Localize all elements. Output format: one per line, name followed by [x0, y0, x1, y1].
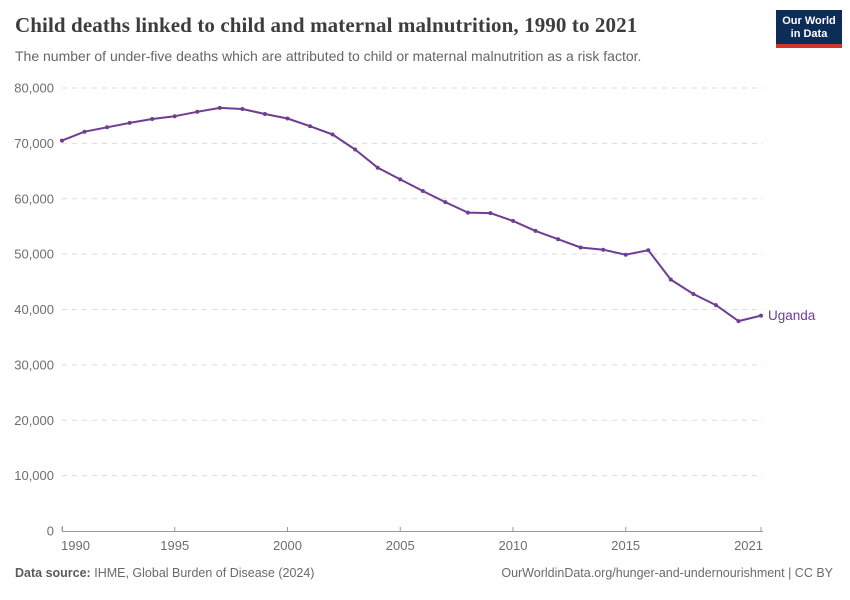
data-point-1991	[82, 129, 87, 134]
data-point-2004	[375, 165, 380, 170]
data-point-2016	[646, 248, 651, 253]
data-point-1992	[105, 125, 110, 130]
series-label-uganda: Uganda	[768, 308, 816, 323]
y-tick-label: 40,000	[14, 302, 54, 317]
data-point-1993	[127, 120, 132, 125]
data-point-1996	[195, 109, 200, 114]
data-point-2012	[556, 237, 561, 242]
y-tick-label: 20,000	[14, 413, 54, 428]
attribution-link: OurWorldinData.org/hunger-and-undernouri…	[501, 566, 833, 580]
data-source-value: IHME, Global Burden of Disease (2024)	[94, 566, 315, 580]
data-point-2007	[443, 200, 448, 205]
owid-logo: Our World in Data	[776, 10, 842, 48]
data-point-1994	[150, 117, 155, 121]
data-point-1999	[262, 112, 267, 116]
x-tick-label: 2010	[499, 538, 528, 553]
data-source-note: Data source: IHME, Global Burden of Dise…	[15, 566, 314, 580]
data-point-2019	[713, 303, 718, 308]
data-point-2000	[285, 116, 290, 121]
data-point-2018	[691, 292, 696, 296]
data-point-1990	[60, 138, 64, 143]
x-tick-label: 2000	[273, 538, 302, 553]
data-point-2005	[398, 177, 403, 182]
data-point-2017	[668, 277, 673, 282]
data-source-label: Data source:	[15, 566, 91, 580]
y-tick-label: 10,000	[14, 468, 54, 483]
y-tick-label: 80,000	[14, 81, 54, 96]
data-point-2021	[759, 313, 763, 318]
data-point-2013	[578, 245, 583, 250]
y-tick-label: 30,000	[14, 357, 54, 372]
data-point-2015	[623, 252, 628, 257]
data-point-2001	[308, 124, 312, 129]
y-tick-label: 70,000	[14, 136, 54, 151]
chart-footer: Data source: IHME, Global Burden of Dise…	[15, 566, 833, 580]
data-point-2011	[533, 228, 538, 233]
y-tick-label: 0	[47, 524, 54, 539]
data-point-2003	[353, 147, 358, 152]
data-point-2014	[601, 247, 606, 252]
x-tick-label: 2021	[734, 538, 763, 553]
page-title: Child deaths linked to child and materna…	[15, 13, 638, 37]
x-tick-label: 1990	[61, 538, 90, 553]
data-point-2002	[330, 132, 335, 137]
x-tick-label: 1995	[160, 538, 189, 553]
uganda-line	[61, 106, 762, 323]
data-point-1995	[172, 114, 177, 119]
y-tick-label: 60,000	[14, 191, 54, 206]
data-point-2009	[488, 211, 493, 216]
x-tick-label: 2015	[611, 538, 640, 553]
x-tick-label: 2005	[386, 538, 415, 553]
data-point-1998	[240, 107, 245, 111]
data-point-2006	[420, 189, 425, 193]
data-point-2008	[465, 210, 470, 215]
data-point-1997	[217, 105, 222, 110]
data-point-2020	[736, 319, 741, 324]
chart-subtitle: The number of under-five deaths which ar…	[15, 48, 642, 64]
data-point-2010	[511, 218, 515, 223]
y-tick-label: 50,000	[14, 247, 54, 262]
logo-line-2: in Data	[790, 28, 828, 40]
logo-line-1: Our World	[782, 15, 836, 27]
